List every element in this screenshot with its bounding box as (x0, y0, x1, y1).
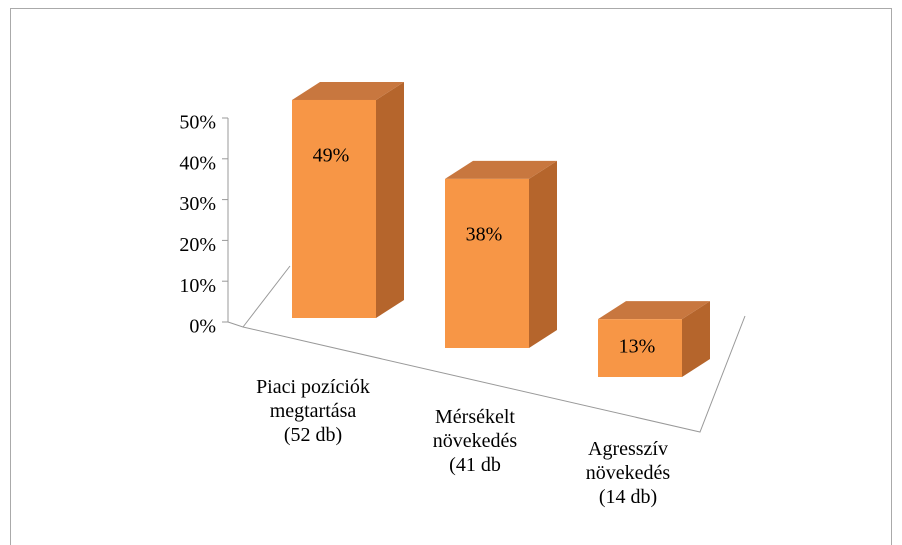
chart-border (10, 8, 892, 545)
floor-edge (227, 315, 746, 433)
y-tick-label: 0% (189, 316, 216, 338)
bar-top (445, 160, 557, 179)
x-tick-label: Piaci pozíciók megtartása (52 db) (256, 376, 370, 446)
value-label: 49% (313, 145, 350, 167)
bar-side (682, 301, 710, 377)
bar-top (292, 81, 404, 100)
value-label: 38% (466, 223, 503, 245)
bar-side (376, 81, 404, 318)
bar (445, 178, 529, 348)
floor-edge (242, 265, 291, 328)
y-tick-label: 20% (179, 234, 216, 256)
x-tick-label: Mérsékelt növekedés (41 db (432, 406, 518, 476)
bar-top (598, 301, 710, 320)
y-tick-label: 50% (179, 112, 216, 134)
bar-side (529, 160, 557, 348)
value-label: 13% (619, 336, 656, 358)
bar (292, 99, 376, 318)
x-tick-label: Agresszív növekedés (14 db) (585, 438, 671, 508)
bar (598, 319, 682, 377)
y-tick-label: 10% (179, 275, 216, 297)
y-tick-label: 40% (179, 152, 216, 174)
y-tick-label: 30% (179, 193, 216, 215)
